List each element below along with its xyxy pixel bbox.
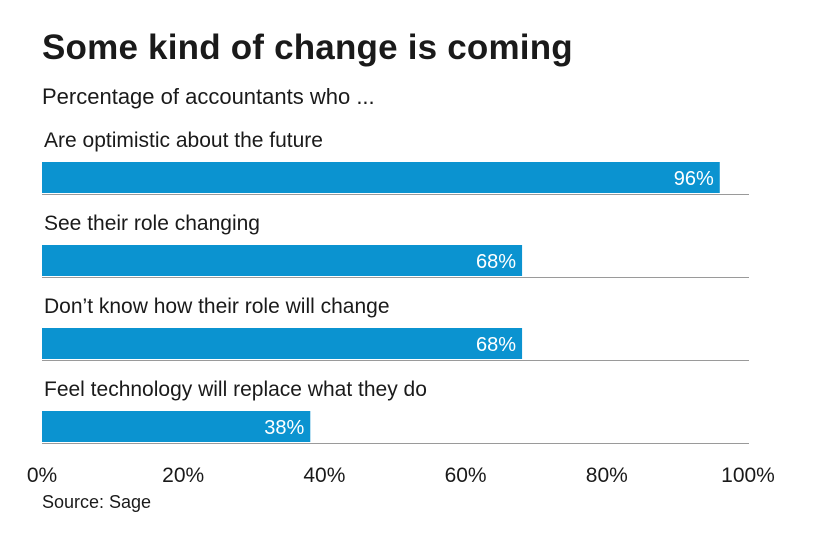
category-label: Feel technology will replace what they d… [44,378,427,401]
bar [42,328,523,359]
x-tick-label: 100% [721,464,775,487]
bar-value-label: 68% [476,334,516,356]
category-label: Are optimistic about the future [44,129,323,152]
category-label: See their role changing [44,212,260,235]
x-tick-label: 60% [445,464,487,487]
source-note: Source: Sage [42,492,152,512]
x-tick-label: 0% [27,464,57,487]
category-label: Don’t know how their role will change [44,295,390,318]
chart-title: Some kind of change is coming [42,28,573,67]
chart-subtitle: Percentage of accountants who ... [42,84,375,109]
x-tick-label: 40% [303,464,345,487]
bar-value-label: 68% [476,251,516,273]
bar [42,245,523,276]
bar-value-label: 96% [674,168,714,190]
x-tick-label: 20% [162,464,204,487]
bar [42,162,720,193]
bar-value-label: 38% [264,417,304,439]
bar [42,411,311,442]
x-tick-label: 80% [586,464,628,487]
